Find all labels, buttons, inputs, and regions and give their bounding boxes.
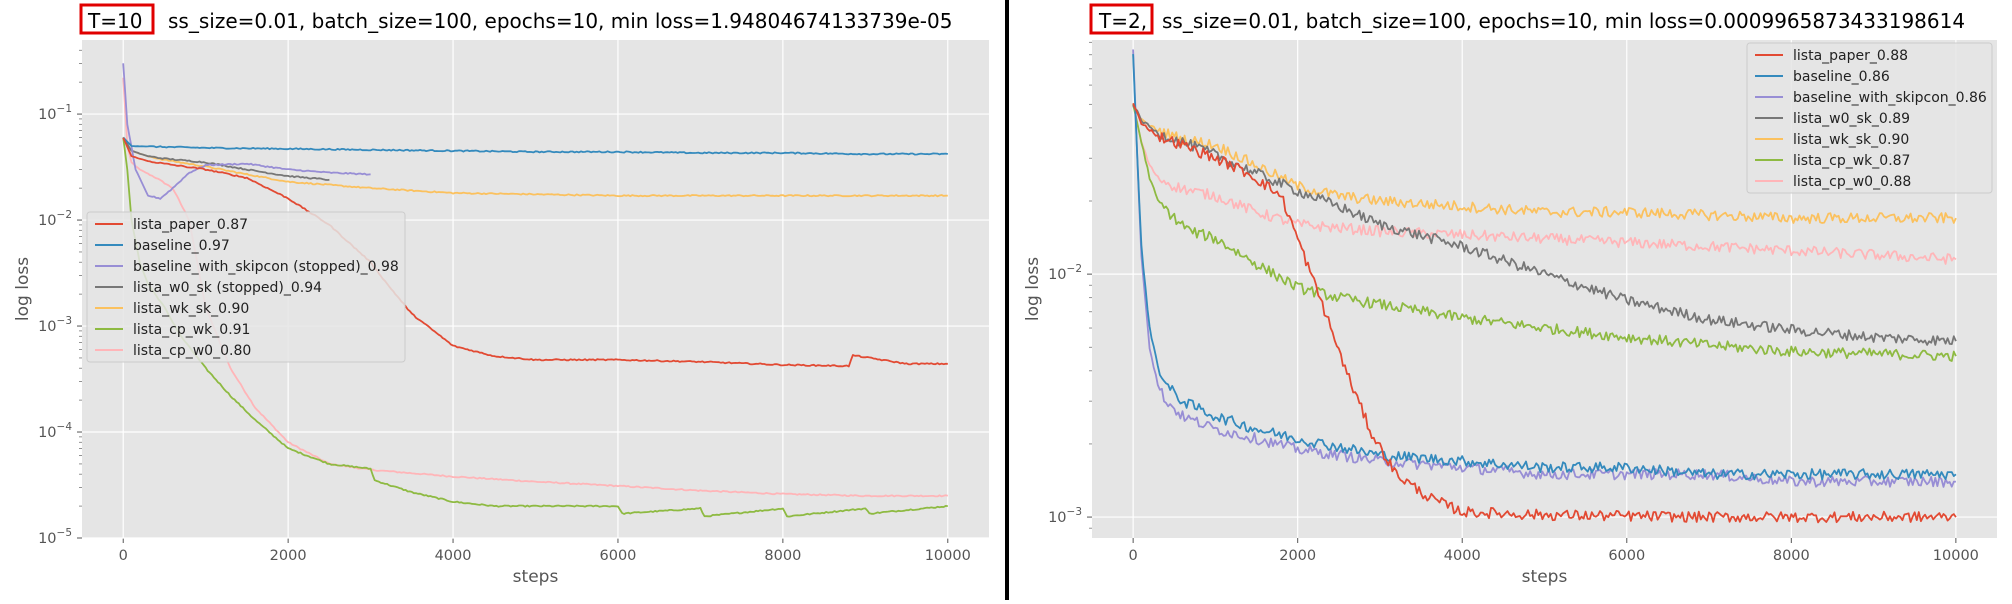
title-highlight: T=2,	[1098, 9, 1147, 33]
y-axis-label: log loss	[1023, 257, 1043, 321]
y-tick-label: 10−2	[1048, 263, 1082, 283]
y-tick-label: 10−5	[38, 527, 72, 547]
series-line-lista-cp-w0-0-88	[1132, 105, 1957, 265]
x-tick-label: 2000	[270, 548, 307, 564]
series-line-lista-cp-wk-0-91	[122, 137, 948, 518]
title-highlight-box	[79, 3, 155, 35]
legend-box	[86, 211, 406, 363]
y-tick-label: 10−2	[38, 209, 72, 229]
legend-label: lista_w0_sk (stopped)_0.94	[133, 280, 322, 296]
chart-panel-1: 0 2000 4000 6000 8000 10000 10−5 10−4 10−3 10−2 10…	[13, 3, 989, 587]
legend-label: lista_paper_0.88	[1793, 48, 1908, 64]
y-tick-label: 10−1	[38, 103, 72, 123]
chart-title: ss_size=0.01, batch_size=100, epochs=10,…	[1162, 9, 1965, 33]
series-line-lista-cp-wk-0-87	[1132, 104, 1957, 362]
series-line-lista-w0-sk-stopped-0-94	[122, 137, 330, 181]
x-tick-label: 2000	[1279, 548, 1316, 564]
series-line-lista-w0-sk-0-89	[1132, 104, 1957, 346]
x-tick-label: 4000	[1444, 548, 1481, 564]
x-tick-label: 8000	[1773, 548, 1810, 564]
x-axis-label: steps	[513, 567, 559, 587]
legend-box	[1746, 42, 1993, 194]
legend-label: baseline_0.97	[133, 238, 230, 254]
legend-label: lista_wk_sk_0.90	[1793, 132, 1909, 148]
legend-label: lista_cp_w0_0.80	[133, 343, 251, 359]
series-line-lista-paper-0-88	[1132, 103, 1957, 524]
series-line-lista-wk-sk-0-90	[1132, 102, 1957, 225]
series-line-baseline-with-skipcon-stopped-0-98	[122, 63, 371, 200]
series-line-baseline-with-skipcon-0-86	[1132, 49, 1956, 488]
x-tick-label: 6000	[1608, 548, 1645, 564]
title-highlight: T=10	[87, 9, 142, 33]
x-tick-label: 10000	[925, 548, 971, 564]
x-tick-label: 8000	[764, 548, 801, 564]
chart-panel-2: 0 2000 4000 6000 8000 10000 10−3 10−2 lista_pape…	[1023, 3, 1997, 587]
series-line-baseline-0-86	[1132, 54, 1957, 481]
series-line-baseline-0-97	[122, 136, 948, 156]
y-tick-label: 10−3	[1048, 506, 1082, 526]
x-tick-label: 10000	[1933, 548, 1979, 564]
legend-label: lista_cp_wk_0.91	[133, 322, 250, 338]
x-tick-label: 6000	[600, 548, 637, 564]
legend-label: baseline_0.86	[1793, 69, 1890, 85]
legend-label: lista_w0_sk_0.89	[1793, 111, 1910, 127]
y-axis-label: log loss	[13, 257, 33, 321]
y-tick-label: 10−4	[38, 421, 72, 441]
x-tick-label: 0	[119, 548, 128, 564]
series-line-lista-cp-w0-0-80	[122, 77, 949, 498]
legend-label: baseline_with_skipcon_0.86	[1793, 90, 1987, 106]
legend-label: lista_cp_w0_0.88	[1793, 174, 1911, 190]
panel-divider	[1005, 0, 1009, 600]
title-highlight-box	[1089, 3, 1154, 35]
series-line-lista-paper-0-87	[122, 137, 948, 368]
legend: lista_paper_0.87 baseline_0.97 baseline_wi…	[86, 211, 406, 363]
chart-title: ss_size=0.01, batch_size=100, epochs=10,…	[168, 9, 952, 33]
legend: lista_paper_0.88 baseline_0.86 baseline_wi…	[1746, 42, 1993, 194]
legend-label: lista_wk_sk_0.90	[133, 301, 249, 317]
x-axis-label: steps	[1522, 567, 1568, 587]
x-tick-label: 0	[1129, 548, 1138, 564]
x-tick-label: 4000	[435, 548, 472, 564]
y-tick-label: 10−3	[38, 315, 72, 335]
legend-label: lista_cp_wk_0.87	[1793, 153, 1910, 169]
legend-label: baseline_with_skipcon (stopped)_0.98	[133, 259, 399, 275]
series-line-lista-wk-sk-0-90	[122, 136, 948, 198]
legend-label: lista_paper_0.87	[133, 217, 248, 233]
